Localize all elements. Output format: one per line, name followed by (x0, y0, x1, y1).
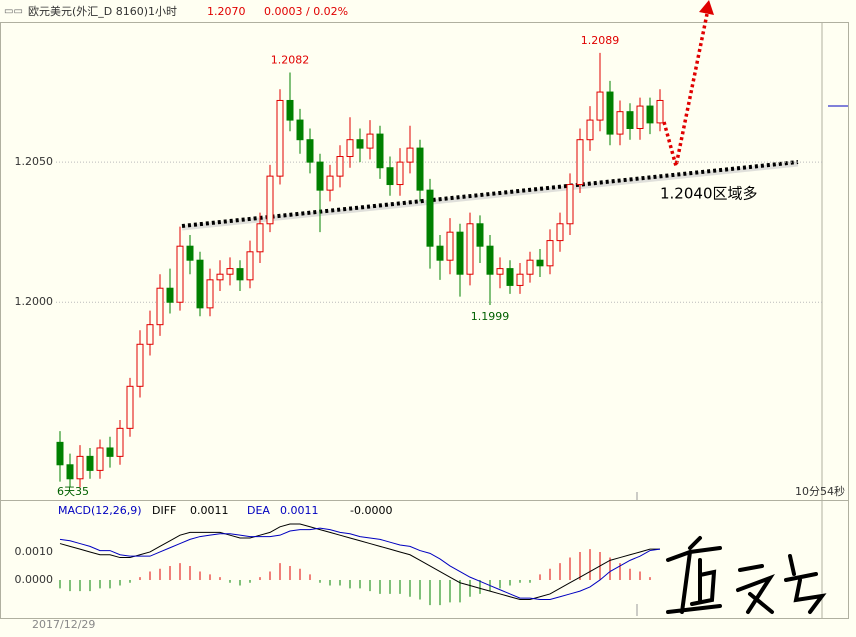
corner-left: 6天35 (57, 485, 89, 498)
arrow-head (699, 0, 714, 15)
candle-body (636, 105, 644, 129)
candle-body (346, 139, 354, 158)
macd-value: -0.0000 (350, 504, 392, 517)
candle-body (136, 343, 144, 387)
candle-body (396, 161, 404, 186)
candle-body (466, 223, 474, 275)
high-label: 1.2082 (271, 53, 310, 66)
candle-body (376, 133, 384, 169)
y-tick-label: 1.2000 (15, 295, 54, 308)
candle-body (476, 223, 484, 247)
candle-body (276, 99, 284, 177)
candle-body (426, 189, 434, 247)
macd-line (59, 523, 660, 601)
candle-body (226, 268, 234, 275)
candle-body (626, 111, 634, 129)
instrument-title: 欧元美元(外汇_D 8160)1小时 (28, 5, 177, 18)
candle-body (656, 99, 664, 124)
candle-body (116, 427, 124, 457)
candle-body (316, 161, 324, 191)
candle-body (266, 175, 274, 225)
candle-body (216, 273, 224, 281)
candle-body (76, 455, 84, 480)
candle-body (156, 287, 164, 326)
candle-body (126, 385, 134, 429)
candle-body (56, 441, 64, 466)
candle-body (436, 245, 444, 261)
candle-body (446, 231, 454, 261)
candle-body (326, 175, 334, 191)
candle-body (256, 223, 264, 253)
candle-body (486, 245, 494, 275)
candle-body (566, 184, 574, 225)
candle-body (596, 91, 604, 121)
candle-body (286, 99, 294, 121)
candle-body (366, 133, 374, 149)
candle-body (166, 287, 174, 303)
legend-value: 0.0011 (190, 504, 229, 517)
candle-body (186, 245, 194, 261)
candle-body (336, 156, 344, 177)
candle-body (516, 273, 524, 286)
price-change: 0.0003 / 0.02% (264, 5, 348, 18)
candle-body (606, 91, 614, 135)
candle-body (576, 139, 584, 186)
candle-body (416, 147, 424, 191)
candle-body (306, 139, 314, 163)
candle-body (506, 268, 514, 286)
macd-title: MACD(12,26,9) (58, 504, 142, 517)
candle-body (556, 223, 564, 242)
candle-body (536, 259, 544, 267)
candle-body (86, 455, 94, 471)
trendline (181, 160, 799, 228)
candle-body (406, 147, 414, 163)
y-tick-label: 0.0000 (15, 573, 54, 586)
legend-value: 0.0011 (280, 504, 319, 517)
candle-body (526, 259, 534, 275)
signature (666, 536, 827, 614)
candle-body (106, 447, 114, 457)
candle-body (586, 119, 594, 141)
chart-icon: ▭▭ (4, 6, 23, 17)
macd-line (59, 527, 661, 601)
legend-name: DEA (247, 504, 270, 517)
candle-body (496, 268, 504, 275)
candle-body (456, 231, 464, 275)
annotation: 1.2040区域多 (660, 185, 758, 203)
candle-body (646, 105, 654, 124)
candle-body (96, 447, 104, 471)
last-price: 1.2070 (207, 5, 246, 18)
candle-body (176, 245, 184, 303)
candle-body (246, 251, 254, 281)
candle-body (616, 111, 624, 135)
date-label: 2017/12/29 (32, 618, 95, 631)
candle-body (546, 240, 554, 267)
legend-name: DIFF (152, 504, 176, 517)
y-tick-label: 1.2050 (15, 155, 54, 168)
candle-body (66, 464, 74, 480)
macd-frame (0, 500, 849, 619)
candle-body (206, 279, 214, 309)
candle-body (236, 268, 244, 281)
candle-body (296, 119, 304, 141)
candle-body (146, 324, 154, 345)
low-label: 1.1999 (471, 310, 510, 323)
candle-body (386, 167, 394, 186)
candle-body (196, 259, 204, 309)
high-label: 1.2089 (581, 34, 620, 47)
corner-right: 10分54秒 (795, 484, 845, 498)
candle-body (356, 139, 364, 149)
y-tick-label: 0.0010 (15, 545, 54, 558)
